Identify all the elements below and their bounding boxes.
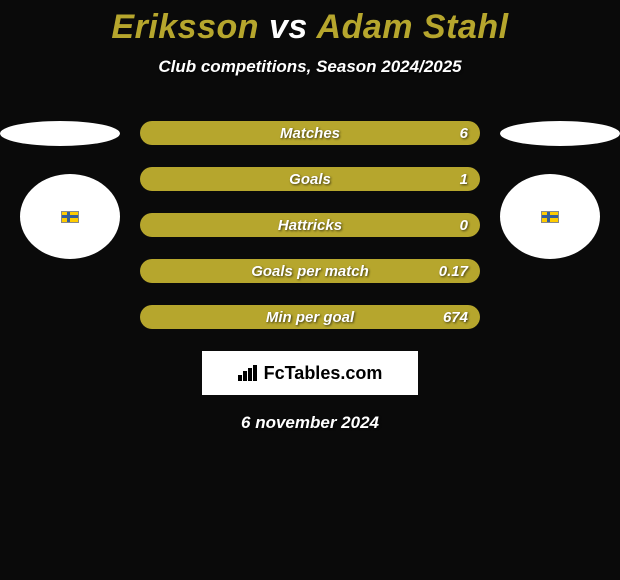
player1-badge <box>20 174 120 259</box>
stat-right-value: 0.17 <box>428 263 468 280</box>
stat-label: Matches <box>192 125 428 142</box>
comparison-infographic: Eriksson vs Adam Stahl Club competitions… <box>0 0 620 433</box>
decor-ellipse-left <box>0 121 120 146</box>
decor-ellipse-right <box>500 121 620 146</box>
bar-chart-icon <box>238 365 258 381</box>
flag-icon <box>61 211 79 223</box>
stat-label: Goals <box>192 171 428 188</box>
source-logo: FcTables.com <box>202 351 418 395</box>
stat-right-value: 6 <box>428 125 468 142</box>
stat-bars: Matches 6 Goals 1 Hattricks 0 Goals per … <box>140 121 480 329</box>
stat-row: Matches 6 <box>140 121 480 145</box>
stat-row: Min per goal 674 <box>140 305 480 329</box>
subtitle: Club competitions, Season 2024/2025 <box>0 57 620 77</box>
date-text: 6 november 2024 <box>0 413 620 433</box>
player1-name: Eriksson <box>111 8 259 46</box>
stat-row: Goals per match 0.17 <box>140 259 480 283</box>
stat-right-value: 674 <box>428 309 468 326</box>
player2-badge <box>500 174 600 259</box>
stat-label: Goals per match <box>192 263 428 280</box>
stat-right-value: 1 <box>428 171 468 188</box>
vs-text: vs <box>269 8 308 46</box>
stat-row: Hattricks 0 <box>140 213 480 237</box>
stat-label: Min per goal <box>192 309 428 326</box>
player2-name: Adam Stahl <box>317 8 509 46</box>
mid-section: Matches 6 Goals 1 Hattricks 0 Goals per … <box>0 121 620 329</box>
logo-text: FcTables.com <box>264 363 383 384</box>
stat-label: Hattricks <box>192 217 428 234</box>
flag-icon <box>541 211 559 223</box>
page-title: Eriksson vs Adam Stahl <box>0 8 620 47</box>
stat-right-value: 0 <box>428 217 468 234</box>
stat-row: Goals 1 <box>140 167 480 191</box>
